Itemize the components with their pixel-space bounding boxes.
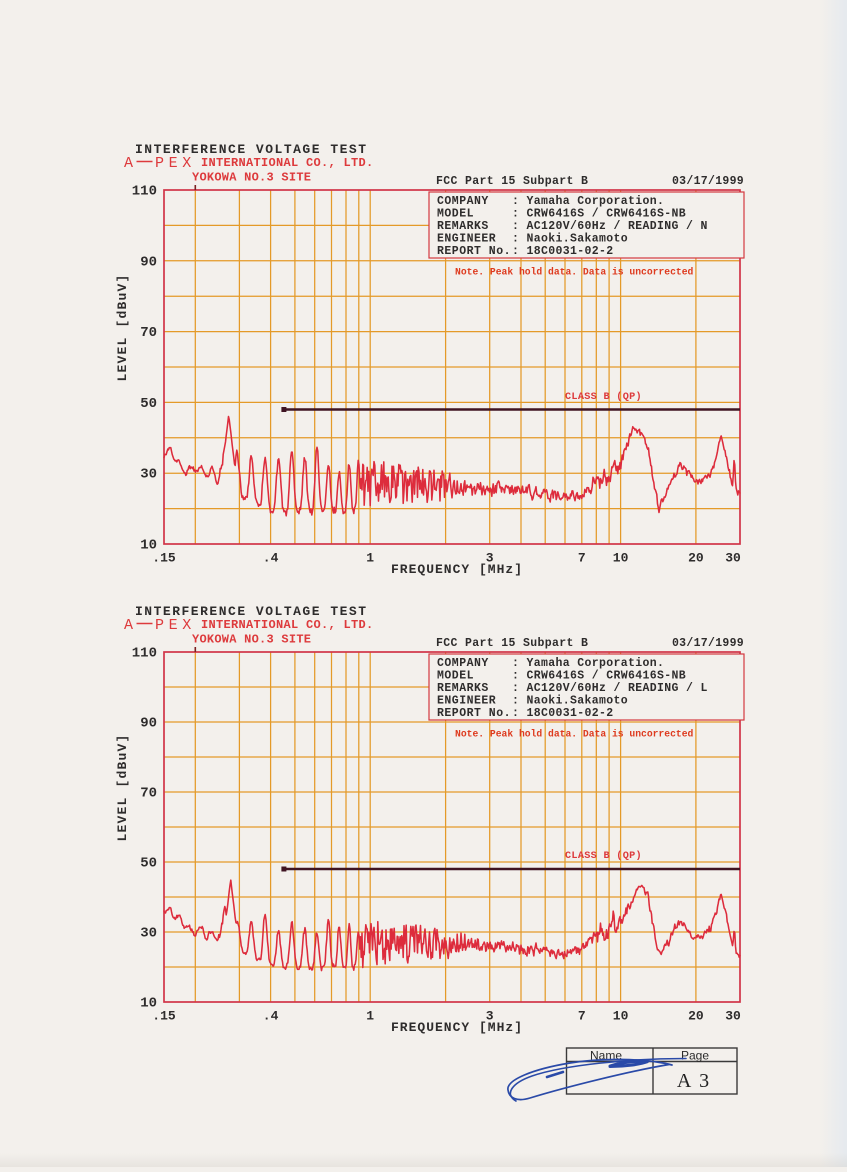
svg-text:INTERNATIONAL CO., LTD.: INTERNATIONAL CO., LTD. bbox=[201, 156, 374, 170]
svg-text:: 18C0031-02-2: : 18C0031-02-2 bbox=[512, 245, 614, 258]
svg-text:110: 110 bbox=[132, 184, 157, 200]
svg-text:REMARKS: REMARKS bbox=[437, 220, 489, 233]
svg-text:: Naoki.Sakamoto: : Naoki.Sakamoto bbox=[512, 233, 628, 246]
svg-text:CLASS B (QP): CLASS B (QP) bbox=[565, 391, 642, 403]
svg-text:ENGINEER: ENGINEER bbox=[437, 695, 496, 708]
svg-text:PEX: PEX bbox=[155, 617, 196, 634]
svg-text:REPORT No.: REPORT No. bbox=[437, 707, 511, 720]
svg-text:7: 7 bbox=[578, 551, 586, 566]
svg-text:30: 30 bbox=[140, 926, 157, 942]
svg-text:INTERFERENCE VOLTAGE TEST: INTERFERENCE VOLTAGE TEST bbox=[135, 142, 368, 157]
svg-text:10: 10 bbox=[613, 1009, 629, 1024]
svg-text:.15: .15 bbox=[152, 551, 176, 566]
svg-text:03/17/1999: 03/17/1999 bbox=[672, 175, 744, 188]
svg-text:FCC Part 15 Subpart B: FCC Part 15 Subpart B bbox=[436, 175, 588, 188]
svg-text:A: A bbox=[124, 617, 133, 634]
svg-text:70: 70 bbox=[140, 325, 157, 341]
svg-text:FCC Part 15 Subpart B: FCC Part 15 Subpart B bbox=[436, 637, 588, 650]
svg-text:ENGINEER: ENGINEER bbox=[437, 233, 496, 246]
svg-text:YOKOWA NO.3 SITE: YOKOWA NO.3 SITE bbox=[192, 633, 311, 647]
svg-text:Note. Peak hold data. Data is: Note. Peak hold data. Data is uncorrecte… bbox=[455, 267, 694, 278]
svg-text:110: 110 bbox=[132, 646, 157, 662]
svg-text:MODEL: MODEL bbox=[437, 208, 474, 221]
svg-text:10: 10 bbox=[140, 996, 157, 1012]
svg-text:: CRW6416S / CRW6416S-NB: : CRW6416S / CRW6416S-NB bbox=[512, 208, 686, 221]
svg-text:70: 70 bbox=[140, 786, 157, 802]
svg-text:10: 10 bbox=[613, 551, 629, 566]
svg-text:A 3: A 3 bbox=[677, 1070, 711, 1092]
svg-text:3: 3 bbox=[486, 1009, 494, 1024]
svg-text:7: 7 bbox=[578, 1009, 586, 1024]
svg-text:COMPANY: COMPANY bbox=[437, 195, 489, 208]
svg-text:: CRW6416S / CRW6416S-NB: : CRW6416S / CRW6416S-NB bbox=[512, 670, 686, 683]
svg-text:.15: .15 bbox=[152, 1009, 176, 1024]
svg-text:INTERFERENCE VOLTAGE TEST: INTERFERENCE VOLTAGE TEST bbox=[135, 604, 368, 619]
svg-text:50: 50 bbox=[140, 856, 157, 872]
svg-text:INTERNATIONAL CO., LTD.: INTERNATIONAL CO., LTD. bbox=[201, 618, 374, 632]
svg-text:1: 1 bbox=[366, 551, 374, 566]
svg-text:Page: Page bbox=[681, 1049, 709, 1063]
svg-text:Note. Peak hold data. Data is: Note. Peak hold data. Data is uncorrecte… bbox=[455, 729, 694, 740]
svg-text:REPORT No.: REPORT No. bbox=[437, 245, 511, 258]
svg-text:MODEL: MODEL bbox=[437, 670, 474, 683]
svg-text:CLASS B (QP): CLASS B (QP) bbox=[565, 850, 642, 862]
svg-text:FREQUENCY [MHz]: FREQUENCY [MHz] bbox=[391, 1020, 523, 1035]
svg-text:30: 30 bbox=[725, 1009, 741, 1024]
svg-text:90: 90 bbox=[140, 716, 157, 732]
svg-text:.4: .4 bbox=[263, 551, 279, 566]
svg-text:FREQUENCY [MHz]: FREQUENCY [MHz] bbox=[391, 562, 523, 577]
svg-text:30: 30 bbox=[140, 467, 157, 483]
svg-text:.4: .4 bbox=[263, 1009, 279, 1024]
svg-text:50: 50 bbox=[140, 396, 157, 412]
svg-text:20: 20 bbox=[688, 1009, 704, 1024]
svg-text:: Naoki.Sakamoto: : Naoki.Sakamoto bbox=[512, 695, 628, 708]
svg-text:A: A bbox=[124, 155, 133, 172]
svg-text:10: 10 bbox=[140, 538, 157, 554]
svg-text:: 18C0031-02-2: : 18C0031-02-2 bbox=[512, 707, 614, 720]
svg-text:20: 20 bbox=[688, 551, 704, 566]
svg-text:03/17/1999: 03/17/1999 bbox=[672, 637, 744, 650]
svg-text:3: 3 bbox=[486, 551, 494, 566]
svg-text:1: 1 bbox=[366, 1009, 374, 1024]
svg-text:30: 30 bbox=[725, 551, 741, 566]
svg-text:: Yamaha Corporation.: : Yamaha Corporation. bbox=[512, 657, 664, 670]
svg-text:REMARKS: REMARKS bbox=[437, 682, 489, 695]
svg-text:LEVEL [dBuV]: LEVEL [dBuV] bbox=[115, 733, 130, 841]
svg-text:LEVEL [dBuV]: LEVEL [dBuV] bbox=[115, 273, 130, 381]
svg-text:COMPANY: COMPANY bbox=[437, 657, 489, 670]
svg-text:PEX: PEX bbox=[155, 155, 196, 172]
svg-text:: AC120V/60Hz / READING / N: : AC120V/60Hz / READING / N bbox=[512, 220, 708, 233]
svg-text:: Yamaha Corporation.: : Yamaha Corporation. bbox=[512, 195, 664, 208]
svg-text:90: 90 bbox=[140, 254, 157, 270]
svg-text:YOKOWA NO.3 SITE: YOKOWA NO.3 SITE bbox=[192, 171, 311, 185]
svg-text:: AC120V/60Hz / READING / L: : AC120V/60Hz / READING / L bbox=[512, 682, 708, 695]
